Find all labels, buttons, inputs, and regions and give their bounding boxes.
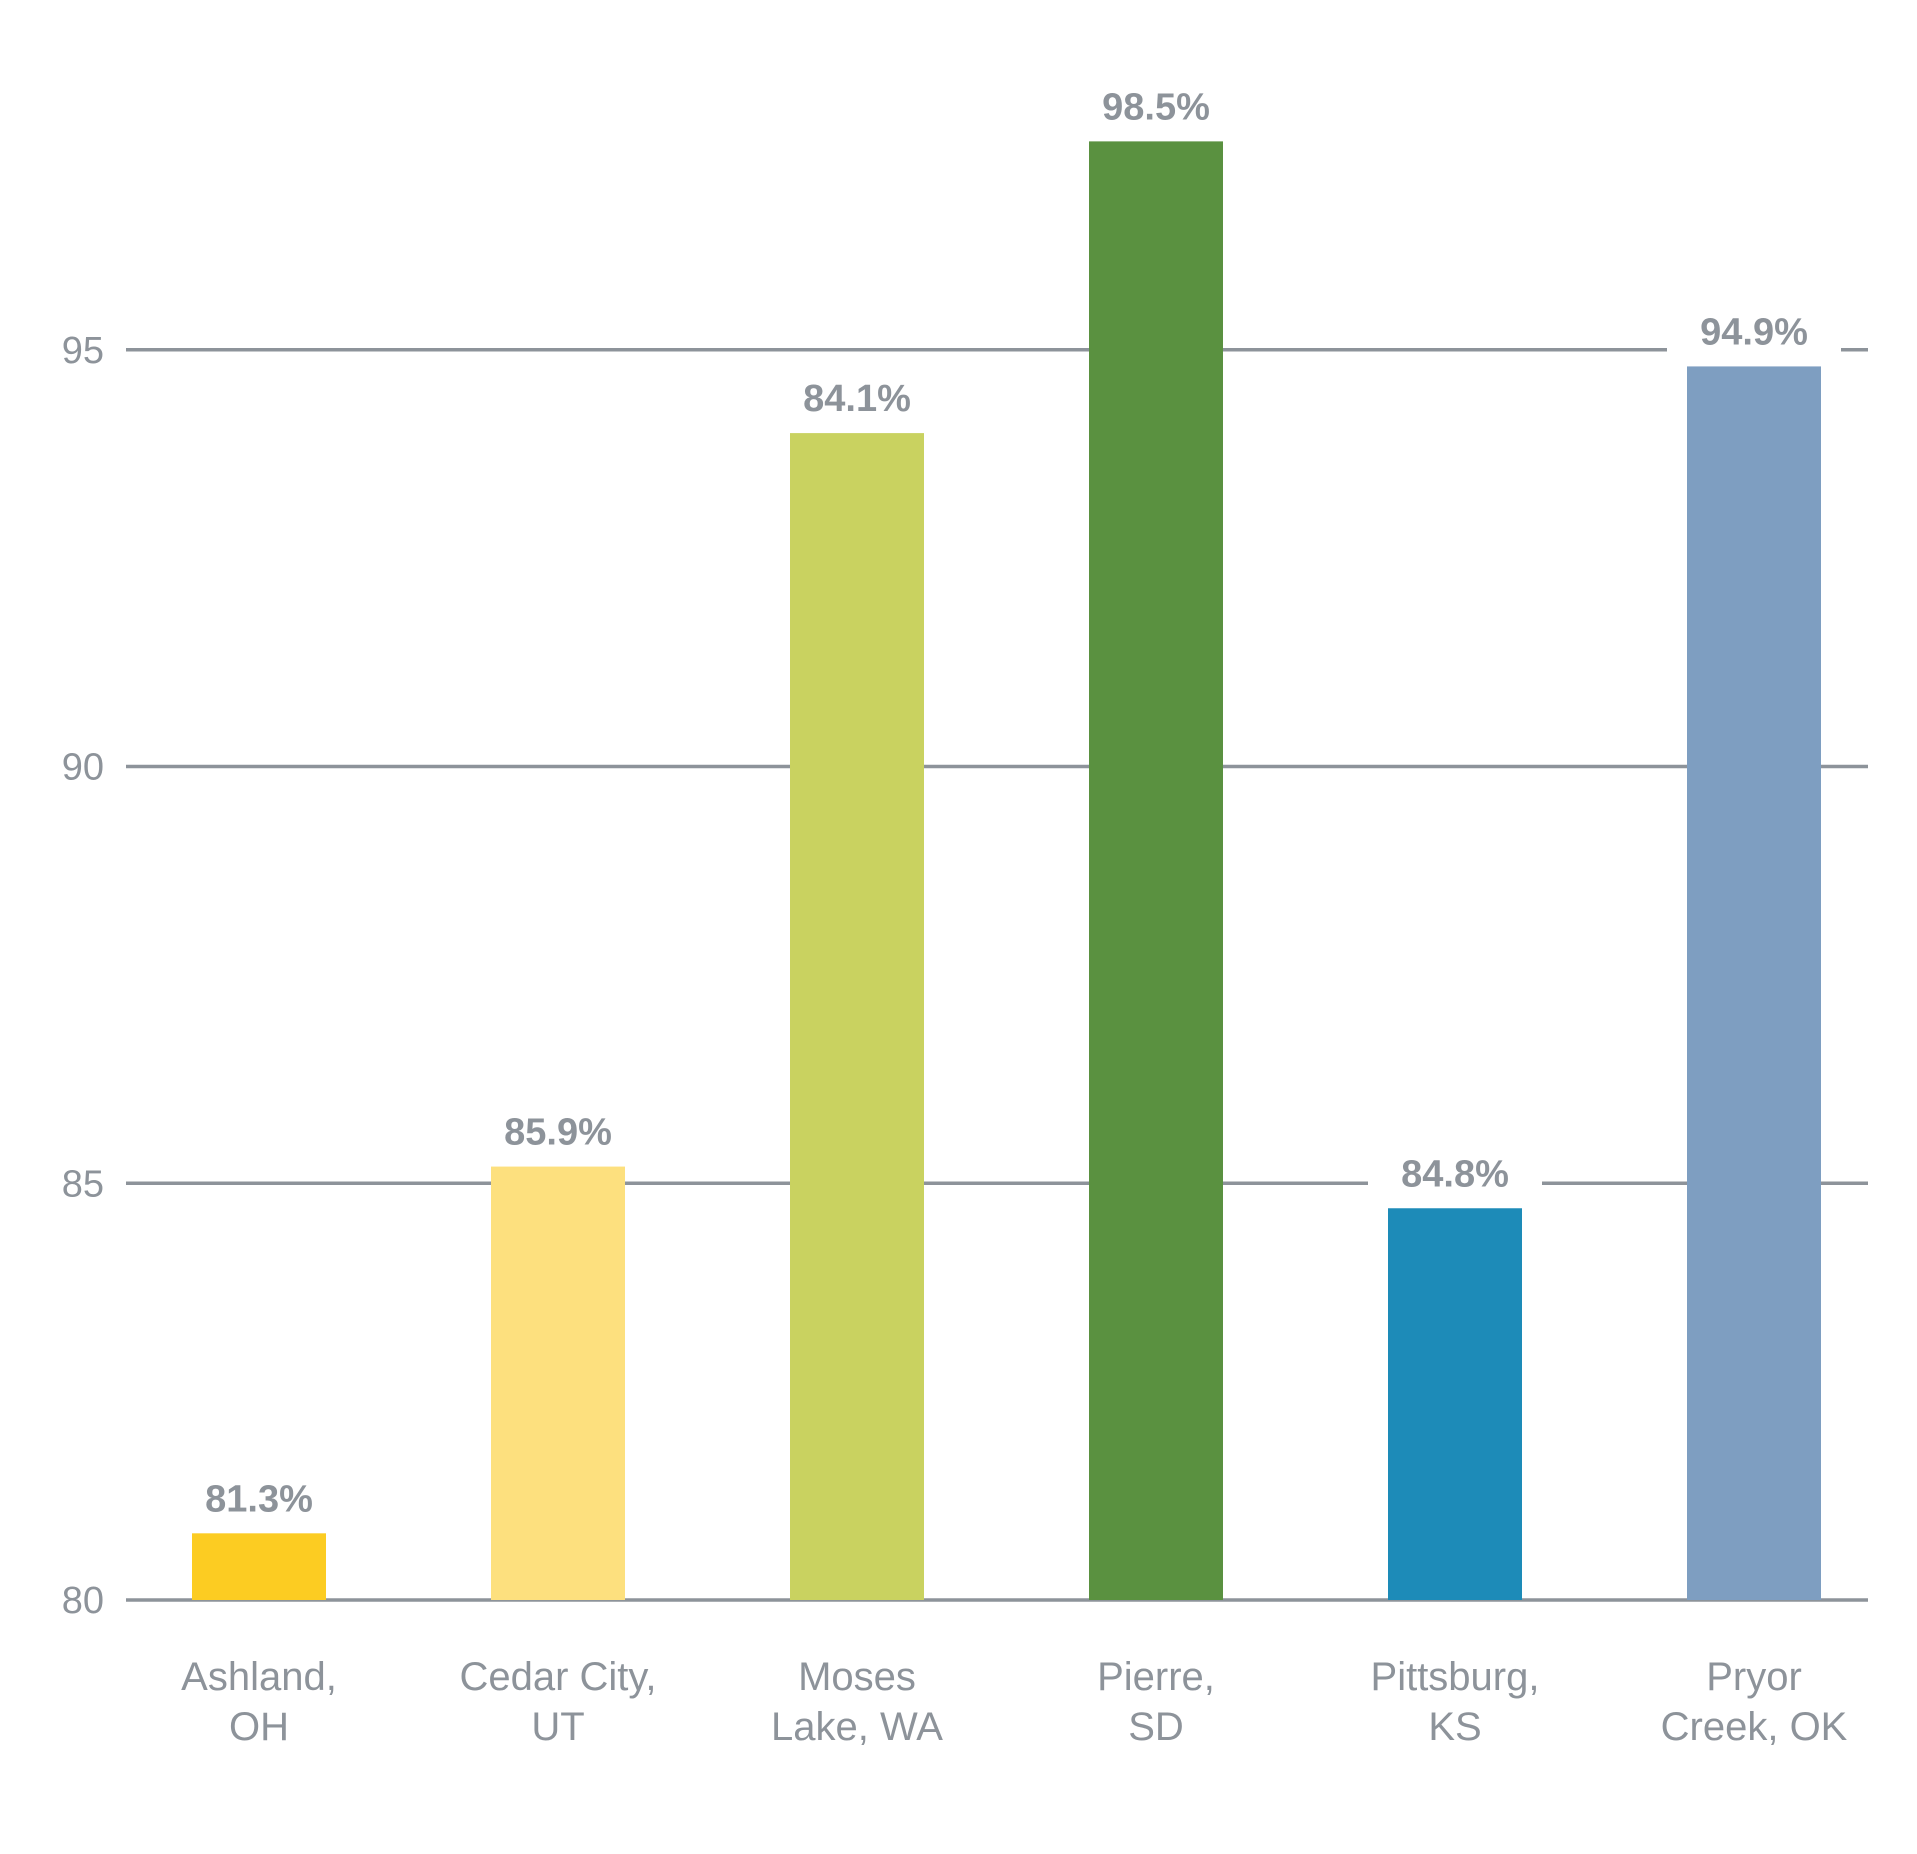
bars [192,141,1821,1601]
x-tick-label: KS [1428,1705,1481,1749]
data-label: 84.1% [803,378,911,420]
bar [192,1533,326,1600]
y-axis-ticks: 80 85 90 95 [62,330,104,1622]
x-tick-label: Creek, OK [1661,1705,1848,1749]
bar [1089,141,1223,1600]
x-tick-label: OH [229,1705,289,1749]
data-label: 94.9% [1700,311,1808,353]
data-label: 98.5% [1102,86,1210,128]
bar [790,433,924,1601]
data-label: 85.9% [504,1112,612,1154]
x-tick-label: Cedar City, [459,1655,656,1699]
y-tick-label: 80 [62,1580,104,1622]
y-tick-label: 85 [62,1163,104,1205]
x-tick-label: Moses [798,1655,916,1699]
x-tick-label: Lake, WA [771,1705,943,1749]
data-label-backdrop [1368,1144,1542,1207]
x-tick-label: Pierre, [1097,1655,1215,1699]
gridlines [126,348,1868,1602]
bar [1687,366,1821,1600]
x-axis-categories: Ashland, OH Cedar City, UT Moses Lake, WA Pier… [181,1655,1848,1749]
data-label-backdrop [770,369,944,432]
data-label: 84.8% [1401,1153,1509,1195]
data-label-backdrop [1069,77,1243,140]
x-tick-label: SD [1128,1705,1184,1749]
data-label-backdrop [172,1469,346,1532]
data-label: 81.3% [205,1478,313,1520]
x-tick-label: Pittsburg, [1371,1655,1540,1699]
data-labels: 81.3% 85.9% 84.1% 98.5% 84.8% 94.9% [172,77,1841,1532]
y-tick-label: 95 [62,330,104,372]
data-label-backdrop [1667,302,1841,365]
bar [1388,1208,1522,1600]
x-tick-label: UT [531,1705,584,1749]
data-label-backdrop [471,1102,645,1165]
bar [491,1166,625,1600]
x-tick-label: Pryor [1706,1655,1802,1699]
y-tick-label: 90 [62,747,104,789]
x-tick-label: Ashland, [181,1655,337,1699]
